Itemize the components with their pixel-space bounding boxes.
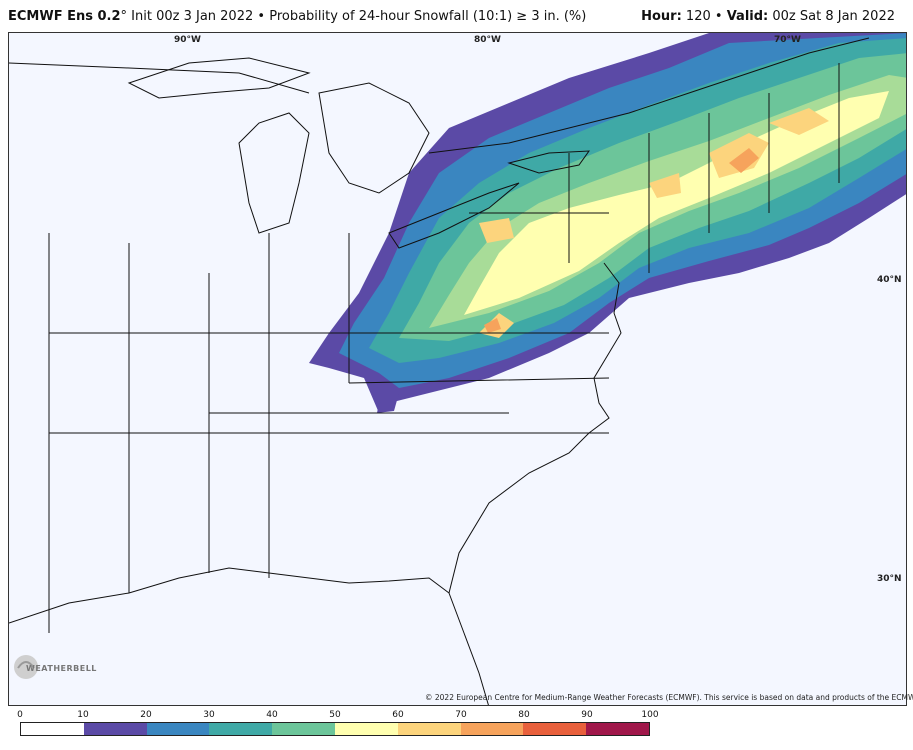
colorbar-seg-50-60 — [334, 723, 398, 735]
tick-60: 60 — [392, 710, 404, 720]
lon-label-70w: 70°W — [774, 35, 801, 45]
hour-value: 120 — [685, 9, 711, 24]
weatherbell-logo — [14, 655, 38, 679]
colorbar-seg-0-10 — [21, 723, 84, 735]
init-time: Init 00z 3 Jan 2022 — [131, 9, 254, 24]
boundaries — [9, 37, 870, 705]
great-lakes-superior — [127, 57, 311, 99]
ecmwf-credit: © 2022 European Centre for Medium-Range … — [425, 693, 913, 702]
gulf-coast — [9, 567, 450, 624]
map-title: ECMWF Ens 0.2° Init 00z 3 Jan 2022 • Pro… — [8, 9, 586, 24]
tick-40: 40 — [266, 710, 278, 720]
snow-probability-field — [309, 33, 906, 413]
band-60 — [464, 91, 889, 315]
great-lakes-ontario — [507, 150, 591, 174]
great-lakes-huron — [318, 82, 430, 194]
tick-90: 90 — [581, 710, 593, 720]
colorbar-seg-90-100 — [586, 723, 649, 735]
great-lakes-erie — [388, 182, 520, 249]
colorbar-seg-60-70 — [397, 723, 461, 735]
tick-10: 10 — [77, 710, 89, 720]
title-bullet: • — [257, 9, 266, 24]
degree-mark: ° — [120, 9, 128, 24]
valid-value: 00z Sat 8 Jan 2022 — [772, 9, 895, 24]
colorbar-seg-80-90 — [523, 723, 587, 735]
tick-50: 50 — [329, 710, 341, 720]
colorbar-seg-20-30 — [146, 723, 210, 735]
state-lines — [48, 63, 840, 633]
lon-label-80w: 80°W — [474, 35, 501, 45]
hour-label: Hour: — [641, 9, 682, 24]
colorbar-seg-10-20 — [83, 723, 147, 735]
header-bar: ECMWF Ens 0.2° Init 00z 3 Jan 2022 • Pro… — [0, 0, 913, 30]
canada-border — [9, 37, 870, 154]
lon-label-90w: 90°W — [174, 35, 201, 45]
colorbar-seg-40-50 — [272, 723, 335, 735]
valid-bullet: • — [714, 9, 723, 24]
tick-30: 30 — [203, 710, 215, 720]
map-panel: 90°W 80°W 70°W 40°N 30°N — [8, 32, 907, 706]
map-canvas — [9, 33, 906, 705]
colorbar — [20, 722, 650, 736]
colorbar-ticks: 0 10 20 30 40 50 60 70 80 90 100 — [0, 710, 913, 722]
valid-info: Hour: 120 • Valid: 00z Sat 8 Jan 2022 — [641, 9, 895, 24]
colorbar-seg-70-80 — [460, 723, 524, 735]
valid-label: Valid: — [726, 9, 769, 24]
tick-70: 70 — [455, 710, 467, 720]
tick-0: 0 — [17, 710, 23, 720]
product-name: Probability of 24-hour Snowfall (10:1) ≥… — [269, 9, 587, 24]
great-lakes-michigan — [238, 112, 310, 234]
tick-100: 100 — [641, 710, 659, 720]
tick-20: 20 — [140, 710, 152, 720]
blob-west — [377, 393, 399, 413]
lat-label-30n: 30°N — [877, 574, 902, 584]
logo-text: WEATHERBELL — [26, 664, 97, 673]
colorbar-seg-30-40 — [209, 723, 273, 735]
tick-80: 80 — [518, 710, 530, 720]
model-name: ECMWF Ens 0.2 — [8, 9, 121, 24]
lat-label-40n: 40°N — [877, 275, 902, 285]
